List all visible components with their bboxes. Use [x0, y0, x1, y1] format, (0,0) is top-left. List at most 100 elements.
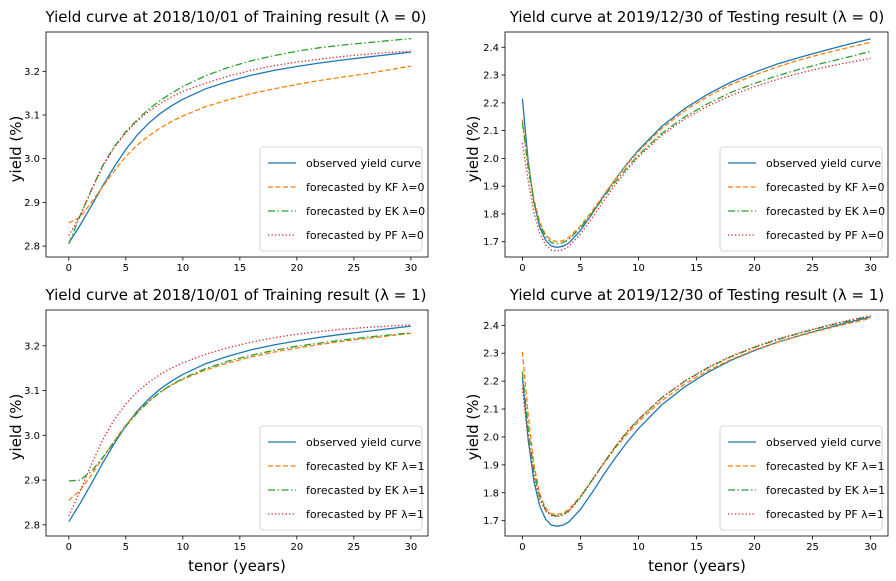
panel-title: Yield curve at 2018/10/01 of Training re…: [45, 8, 427, 26]
legend-label: forecasted by EK λ=1: [306, 484, 425, 497]
x-tick-label: 30: [405, 542, 418, 553]
series-line: [68, 325, 411, 523]
legend-label: forecasted by KF λ=1: [306, 460, 424, 473]
x-tick-label: 10: [176, 263, 189, 274]
legend: observed yield curve forecasted by KF λ=1…: [719, 425, 885, 531]
x-tick-label: 5: [577, 263, 583, 274]
y-tick-label: 2.4: [483, 321, 499, 332]
y-tick-label: 3.1: [24, 386, 40, 397]
legend-label: observed yield curve: [766, 157, 881, 170]
x-tick-label: 15: [690, 542, 703, 553]
legend-label: forecasted by KF λ=0: [306, 181, 424, 194]
y-axis-label: yield (%): [7, 116, 25, 183]
plot-frame: [45, 309, 429, 537]
y-tick-label: 3.0: [24, 154, 40, 165]
x-axis-label: tenor (years): [648, 557, 746, 575]
legend-label: forecasted by PF λ=1: [766, 508, 884, 521]
y-tick-label: 1.7: [483, 516, 499, 527]
x-tick-label: 5: [577, 542, 583, 553]
panel-test-lambda0: Yield curve at 2019/12/30 of Testing res…: [464, 8, 889, 274]
y-tick-label: 3.1: [24, 111, 40, 122]
x-tick-label: 30: [864, 263, 877, 274]
legend-label: forecasted by PF λ=1: [306, 508, 424, 521]
y-tick-label: 2.3: [483, 71, 499, 82]
panel-title: Yield curve at 2019/12/30 of Testing res…: [509, 286, 885, 304]
y-tick-label: 2.3: [483, 349, 499, 360]
x-tick-label: 25: [806, 263, 819, 274]
series-line: [68, 65, 412, 224]
x-tick-label: 25: [348, 263, 361, 274]
legend-label: forecasted by EK λ=1: [766, 484, 885, 497]
series-line: [521, 50, 871, 245]
y-tick-label: 1.7: [483, 237, 499, 248]
x-tick-label: 15: [233, 542, 246, 553]
y-tick-label: 2.9: [24, 198, 40, 209]
legend: observed yield curve forecasted by KF λ=1…: [259, 425, 425, 531]
y-tick-label: 2.8: [24, 520, 40, 531]
y-tick-label: 2.4: [483, 43, 499, 54]
x-tick-label: 30: [864, 542, 877, 553]
x-tick-label: 15: [233, 263, 246, 274]
y-axis-label: yield (%): [464, 394, 482, 461]
x-tick-label: 20: [290, 263, 303, 274]
x-tick-label: 5: [123, 542, 129, 553]
legend-label: forecasted by KF λ=1: [766, 460, 884, 473]
panel-train-lambda0: Yield curve at 2018/10/01 of Training re…: [7, 8, 429, 274]
legend-label: forecasted by EK λ=0: [766, 205, 885, 218]
legend-label: observed yield curve: [306, 157, 421, 170]
x-tick-label: 5: [123, 263, 129, 274]
x-tick-label: 0: [519, 263, 525, 274]
y-tick-label: 2.8: [24, 242, 40, 253]
panel-test-lambda1: Yield curve at 2019/12/30 of Testing res…: [464, 286, 889, 575]
y-tick-label: 1.8: [483, 209, 499, 220]
legend-label: forecasted by PF λ=0: [306, 229, 424, 242]
series-line: [68, 37, 411, 245]
legend-box: [719, 425, 883, 531]
y-tick-label: 2.1: [483, 405, 499, 416]
legend-label: forecasted by PF λ=0: [766, 229, 884, 242]
y-tick-label: 1.8: [483, 488, 499, 499]
x-tick-label: 20: [748, 263, 761, 274]
x-tick-label: 25: [348, 542, 361, 553]
legend-box: [259, 146, 423, 252]
x-tick-label: 15: [690, 263, 703, 274]
y-axis-label: yield (%): [7, 394, 25, 461]
legend-label: observed yield curve: [766, 436, 881, 449]
x-tick-label: 10: [176, 542, 189, 553]
x-axis-label: tenor (years): [188, 557, 286, 575]
y-axis-label: yield (%): [464, 116, 482, 183]
series-line: [521, 317, 871, 516]
panel-title: Yield curve at 2019/12/30 of Testing res…: [509, 8, 885, 26]
y-tick-label: 2.9: [24, 476, 40, 487]
x-tick-label: 20: [748, 542, 761, 553]
legend-box: [719, 146, 883, 252]
y-tick-label: 1.9: [483, 460, 499, 471]
series-line: [68, 332, 411, 482]
y-tick-label: 1.9: [483, 182, 499, 193]
x-tick-label: 30: [405, 263, 418, 274]
x-tick-label: 0: [66, 263, 72, 274]
x-tick-label: 25: [806, 542, 819, 553]
plot-frame: [45, 31, 429, 258]
y-tick-label: 2.2: [483, 98, 499, 109]
legend-label: forecasted by KF λ=0: [766, 181, 884, 194]
legend: observed yield curve forecasted by KF λ=0…: [719, 146, 885, 252]
series-line: [521, 314, 871, 518]
y-tick-label: 3.0: [24, 431, 40, 442]
panel-title: Yield curve at 2018/10/01 of Training re…: [45, 286, 427, 304]
x-tick-label: 10: [632, 263, 645, 274]
y-tick-label: 2.1: [483, 126, 499, 137]
x-tick-label: 0: [66, 542, 72, 553]
x-tick-label: 20: [290, 542, 303, 553]
y-tick-label: 3.2: [24, 67, 40, 78]
series-line: [68, 50, 411, 236]
series-line: [68, 51, 411, 244]
y-tick-label: 2.2: [483, 377, 499, 388]
legend: observed yield curve forecasted by KF λ=0…: [259, 146, 425, 252]
y-tick-label: 2.0: [483, 154, 499, 165]
legend-label: forecasted by EK λ=0: [306, 205, 425, 218]
y-tick-label: 3.2: [24, 341, 40, 352]
series-line: [68, 324, 411, 517]
x-tick-label: 0: [519, 542, 525, 553]
